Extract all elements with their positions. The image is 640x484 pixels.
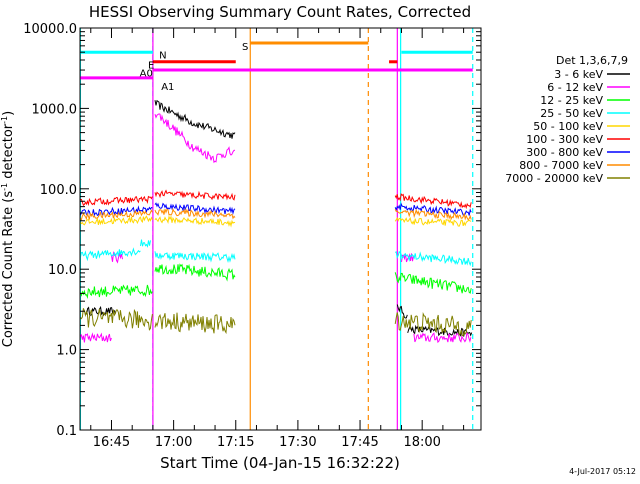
legend-label-0: 3 - 6 keV	[554, 68, 603, 81]
series-line-6-2	[394, 202, 472, 217]
legend-label-4: 50 - 100 keV	[533, 120, 603, 133]
series-line-2-0	[80, 284, 153, 300]
legend-label-1: 6 - 12 keV	[547, 81, 603, 94]
series-line-3-1	[140, 239, 151, 248]
x-tick-label: 17:00	[155, 435, 192, 450]
legend-label-5: 100 - 300 keV	[526, 133, 603, 146]
series-line-5-1	[154, 189, 236, 201]
flag-label-n: N	[159, 50, 166, 61]
series-line-4-1	[154, 215, 236, 228]
series-line-7-0	[80, 209, 153, 221]
y-tick-label: 0.1	[56, 424, 77, 439]
y-tick-label: 10.0	[48, 263, 77, 278]
series-line-3-3	[394, 250, 472, 267]
series-line-4-0	[80, 215, 153, 226]
legend-label-6: 300 - 800 keV	[526, 146, 603, 159]
flag-label-a1: A1	[161, 82, 174, 93]
series-line-6-1	[154, 202, 236, 215]
series-line-8-1	[154, 312, 236, 335]
series-line-3-0	[80, 247, 141, 262]
flag-label-e: E	[148, 61, 154, 72]
series-line-1-0	[80, 332, 112, 343]
series-line-5-0	[80, 195, 153, 207]
y-tick-label: 100.0	[40, 183, 77, 198]
series-line-0-1	[154, 99, 236, 139]
plot-frame	[79, 27, 482, 431]
x-tick-label: 16:45	[93, 435, 130, 450]
timestamp-stamp: 4-Jul-2017 05:12	[569, 467, 636, 476]
series-line-0-2	[396, 304, 408, 319]
series-line-8-2	[394, 311, 472, 337]
x-tick-label: 17:45	[341, 435, 378, 450]
data-series	[80, 99, 473, 344]
series-line-1-2	[154, 113, 236, 164]
y-tick-label: 1000.0	[32, 102, 78, 117]
y-axis-label-end: )	[1, 111, 16, 116]
y-tick-label: 10000.0	[23, 22, 77, 37]
x-tick-label: 17:15	[217, 435, 254, 450]
flag-label-s: S	[242, 42, 248, 53]
flag-bars: NE S A0 A1	[80, 41, 473, 93]
chart-title: HESSI Observing Summary Count Rates, Cor…	[89, 3, 471, 21]
legend-label-2: 12 - 25 keV	[540, 94, 603, 107]
series-line-2-2	[394, 272, 472, 294]
series-line-1-3	[401, 252, 414, 263]
legend-label-8: 7000 - 20000 keV	[505, 172, 603, 185]
series-line-4-2	[394, 216, 472, 227]
y-tick-label: 1.0	[56, 344, 77, 359]
y-axis-label-sup2: -1	[0, 116, 9, 124]
series-line-2-1	[154, 263, 236, 282]
y-axis-label-main: Corrected Count Rate (s	[1, 191, 16, 348]
legend-label-7: 800 - 7000 keV	[519, 159, 603, 172]
flag-label-a0: A0	[140, 68, 153, 79]
axes: 10000.0 1000.0 100.0 10.0 1.0 0.1 16:45 17:00 17…	[23, 22, 482, 450]
series-line-5-2	[394, 192, 472, 210]
series-line-3-2	[154, 251, 236, 263]
series-line-8-0	[80, 308, 153, 331]
series-line-7-2	[394, 208, 472, 221]
marker-lines	[80, 28, 474, 430]
series-line-7-1	[154, 207, 236, 220]
series-line-1-4	[413, 331, 472, 344]
legend-label-3: 25 - 50 keV	[540, 107, 603, 120]
y-axis-label-sup1: -1	[0, 183, 9, 191]
series-line-0-0	[86, 305, 117, 317]
y-axis-label-mid: detector	[1, 123, 16, 183]
legend-title: Det 1,3,6,7,9	[556, 54, 628, 67]
x-tick-label: 17:30	[279, 435, 316, 450]
y-axis-label: Corrected Count Rate (s-1 detector-1)	[0, 111, 16, 347]
x-axis-label: Start Time (04-Jan-15 16:32:22)	[160, 454, 400, 472]
x-tick-label: 18:00	[403, 435, 440, 450]
